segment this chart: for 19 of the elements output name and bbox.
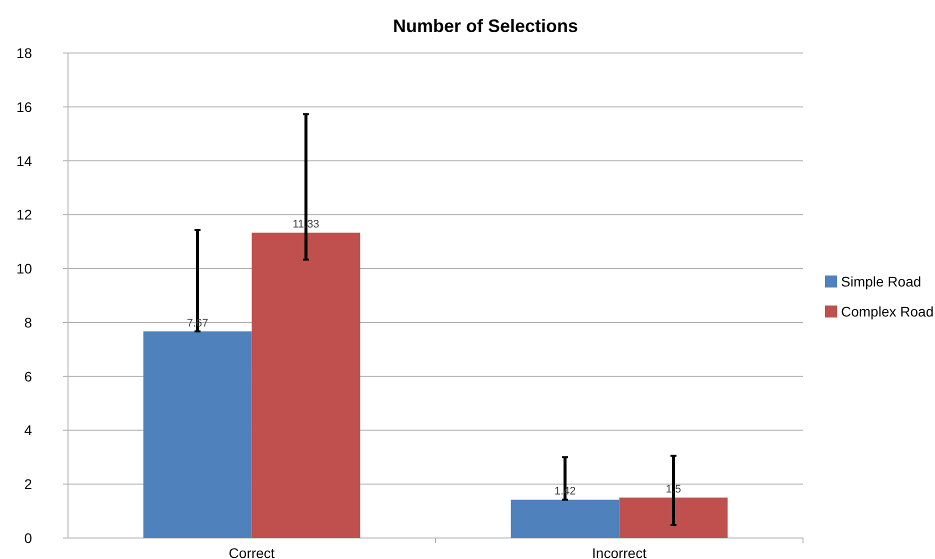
y-tick-label: 10 <box>16 260 32 277</box>
y-tick-label: 8 <box>24 314 32 330</box>
y-tick-label: 16 <box>16 98 32 115</box>
legend-label: Complex Road <box>841 304 934 320</box>
x-tick-label: Incorrect <box>592 545 647 559</box>
bar <box>510 500 620 538</box>
chart-title: Number of Selections <box>392 16 578 36</box>
y-tick-label: 4 <box>24 422 32 438</box>
y-tick-label: 0 <box>24 530 32 546</box>
y-tick-label: 14 <box>16 152 32 169</box>
y-tick-label: 18 <box>16 45 32 61</box>
y-tick-label: 2 <box>24 476 32 492</box>
legend-label: Simple Road <box>841 274 922 290</box>
y-tick-label: 12 <box>16 206 32 223</box>
bar <box>143 331 252 538</box>
x-tick-label: Correct <box>228 545 275 559</box>
y-tick-label: 6 <box>24 368 32 384</box>
bar <box>252 232 360 538</box>
bar <box>619 498 728 538</box>
